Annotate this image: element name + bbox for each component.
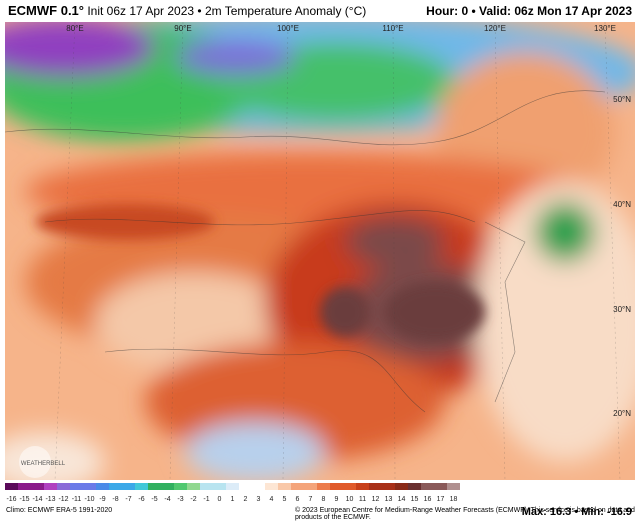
lat-label: 20°N	[613, 409, 631, 418]
colorbar-label: -4	[164, 496, 170, 503]
colorbar-label: 12	[372, 496, 380, 503]
colorbar-cell	[109, 483, 122, 490]
lon-label: 130°E	[594, 24, 616, 33]
colorbar-cell	[408, 483, 421, 490]
colorbar-cell	[174, 483, 187, 490]
lon-label: 90°E	[174, 24, 191, 33]
valid-time: Hour: 0 • Valid: 06z Mon 17 Apr 2023	[426, 4, 632, 18]
colorbar-cell	[135, 483, 148, 490]
colorbar-label: -15	[19, 496, 29, 503]
colorbar-cell	[200, 483, 213, 490]
colorbar-cell	[330, 483, 343, 490]
colorbar-label: 6	[296, 496, 300, 503]
header-left: ECMWF 0.1° Init 06z 17 Apr 2023 • 2m Tem…	[8, 0, 366, 22]
colorbar-label: 3	[257, 496, 261, 503]
colorbar-label: -3	[177, 496, 183, 503]
colorbar-cell	[447, 483, 460, 490]
graticule	[54, 22, 621, 480]
colorbar-cell	[57, 483, 70, 490]
colorbar-cell	[44, 483, 57, 490]
colorbar-cell	[213, 483, 226, 490]
colorbar-cell	[421, 483, 434, 490]
colorbar-cell	[70, 483, 83, 490]
logo: WEATHERBELL	[21, 461, 66, 467]
colorbar-cell	[239, 483, 252, 490]
colorbar-label: 8	[322, 496, 326, 503]
colorbar-label: 18	[450, 496, 458, 503]
colorbar-cell	[369, 483, 382, 490]
colorbar-label: 11	[359, 496, 366, 503]
colorbar-cell	[304, 483, 317, 490]
copyright: © 2023 European Centre for Medium-Range …	[295, 507, 635, 521]
lon-label: 120°E	[484, 24, 506, 33]
colorbar-label: -1	[203, 496, 209, 503]
colorbar-cell	[252, 483, 265, 490]
colorbar-label: 9	[335, 496, 339, 503]
colorbar-cell	[278, 483, 291, 490]
climo: Climo: ECMWF ERA-5 1991-2020	[6, 507, 113, 514]
colorbar-label: 16	[424, 496, 432, 503]
colorbar-cell	[356, 483, 369, 490]
colorbar-label: -13	[45, 496, 55, 503]
colorbar-label: -8	[112, 496, 118, 503]
colorbar-label: 15	[411, 496, 419, 503]
colorbar-cell	[18, 483, 31, 490]
model: ECMWF 0.1°	[8, 3, 84, 18]
colorbar-cell	[395, 483, 408, 490]
lat-label: 40°N	[613, 200, 631, 209]
lon-label: 80°E	[66, 24, 83, 33]
colorbar-cell	[434, 483, 447, 490]
colorbar-label: -6	[138, 496, 144, 503]
colorbar-label: -2	[190, 496, 196, 503]
colorbar-label: -5	[151, 496, 157, 503]
colorbar-label: -14	[32, 496, 42, 503]
logo-badge	[19, 446, 51, 478]
colorbar-label: -16	[6, 496, 16, 503]
subtitle: Init 06z 17 Apr 2023 • 2m Temperature An…	[87, 4, 367, 18]
colorbar-cell	[291, 483, 304, 490]
colorbar-cell	[265, 483, 278, 490]
colorbar-label: 4	[270, 496, 274, 503]
colorbar-cell	[382, 483, 395, 490]
colorbar-cell	[122, 483, 135, 490]
colorbar: -16 -15 -14 -13 -12 -11 -10 -9 -8 -7 -6 -5 -4 -3 -2 -1 0…	[5, 483, 460, 503]
colorbar-cell	[226, 483, 239, 490]
colorbar-cell	[187, 483, 200, 490]
lon-label: 100°E	[277, 24, 299, 33]
colorbar-label: 17	[437, 496, 445, 503]
colorbar-cell	[343, 483, 356, 490]
colorbar-cell	[161, 483, 174, 490]
colorbar-label: -11	[72, 496, 82, 503]
anomaly-detail	[35, 204, 485, 342]
colorbar-label: -12	[58, 496, 68, 503]
colorbar-label: 10	[346, 496, 354, 503]
colorbar-label: -10	[84, 496, 94, 503]
colorbar-cell	[5, 483, 18, 490]
lon-label: 110°E	[382, 24, 403, 33]
colorbar-label: -7	[125, 496, 131, 503]
stats: Max: 16.3 • Min: -16.9	[521, 506, 632, 518]
colorbar-label: 1	[231, 496, 235, 503]
colorbar-label: -9	[99, 496, 105, 503]
colorbar-label: 7	[309, 496, 313, 503]
lat-label: 30°N	[613, 305, 631, 314]
footer: Climo: ECMWF ERA-5 1991-2020 © 2023 Euro…	[0, 505, 640, 526]
colorbar-label: 14	[398, 496, 406, 503]
colorbar-cell	[148, 483, 161, 490]
colorbar-cell	[83, 483, 96, 490]
colorbar-label: 13	[385, 496, 393, 503]
colorbar-cell	[31, 483, 44, 490]
colorbar-label: 5	[283, 496, 287, 503]
colorbar-cell	[96, 483, 109, 490]
borders	[5, 90, 606, 413]
lat-label: 50°N	[613, 95, 631, 104]
header: ECMWF 0.1° Init 06z 17 Apr 2023 • 2m Tem…	[0, 0, 640, 22]
map: 80°E 90°E 100°E 110°E 120°E 130°E 50°N 40°N 30°…	[5, 22, 635, 480]
anomaly-field	[5, 22, 635, 480]
colorbar-label: 0	[218, 496, 222, 503]
colorbar-cell	[317, 483, 330, 490]
colorbar-label: 2	[244, 496, 248, 503]
